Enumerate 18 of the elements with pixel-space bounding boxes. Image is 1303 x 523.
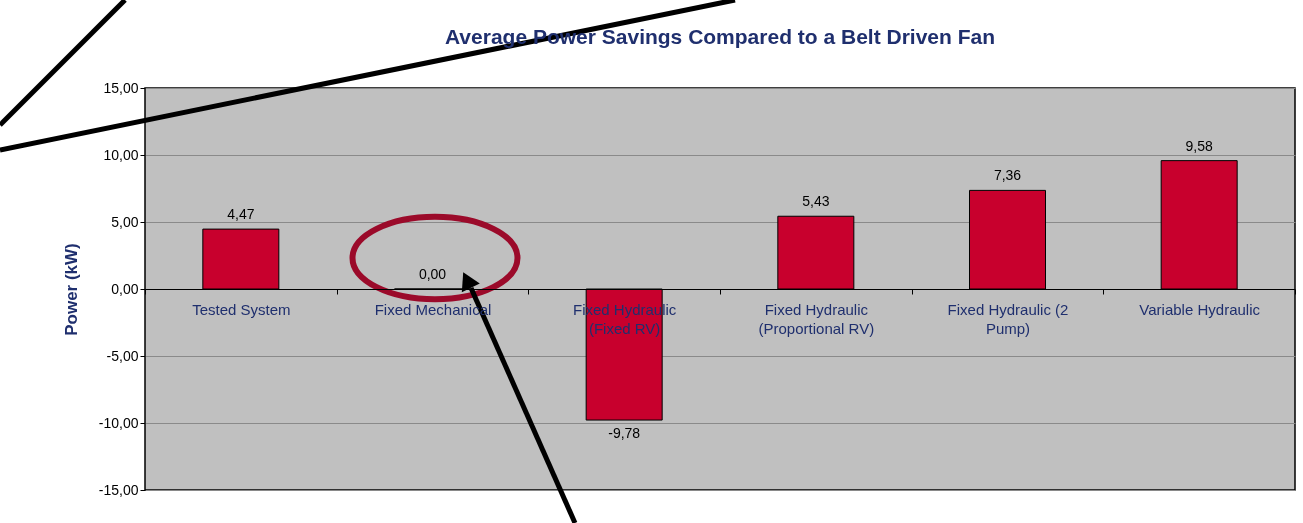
- data-label: 5,43: [802, 193, 830, 210]
- y-tick-label: -10,00: [98, 414, 139, 431]
- data-label: -9,78: [608, 425, 641, 442]
- x-tick-label: Fixed Hydraulic (Proportional RV): [758, 300, 875, 337]
- y-tick-label: 0,00: [111, 280, 139, 297]
- data-label: 0,00: [418, 266, 447, 282]
- x-tick-label: Fixed Hydraulic (2 Pump): [947, 300, 1069, 337]
- data-label: 7,36: [993, 167, 1022, 184]
- y-axis-title: Power (kW): [61, 243, 81, 336]
- x-tick-label: Variable Hydraulic: [1139, 300, 1261, 318]
- y-tick-label: -5,00: [106, 347, 139, 364]
- y-tick-label: 15,00: [103, 79, 139, 96]
- x-tick-label: Tested System: [192, 300, 291, 318]
- y-tick-label: 10,00: [103, 146, 139, 163]
- data-label: 4,47: [227, 206, 255, 223]
- y-tick-label: 5,00: [111, 213, 139, 230]
- data-label: 9,58: [1185, 137, 1213, 154]
- y-tick-label: -15,00: [98, 481, 139, 498]
